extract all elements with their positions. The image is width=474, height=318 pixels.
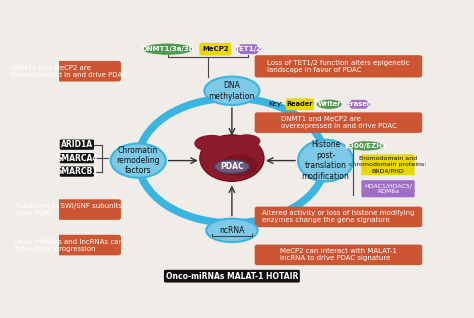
FancyBboxPatch shape bbox=[255, 207, 422, 227]
Text: DNMT1 and MeCP2 are
overexpressed in and drive PDAC: DNMT1 and MeCP2 are overexpressed in and… bbox=[281, 116, 396, 129]
FancyBboxPatch shape bbox=[255, 55, 422, 78]
Ellipse shape bbox=[200, 135, 264, 181]
FancyBboxPatch shape bbox=[255, 112, 422, 133]
Polygon shape bbox=[346, 100, 371, 109]
Text: SMARCB1: SMARCB1 bbox=[56, 167, 98, 176]
Ellipse shape bbox=[298, 140, 353, 181]
Text: ARID1A: ARID1A bbox=[61, 140, 93, 149]
Text: DNMT1/3a/3b: DNMT1/3a/3b bbox=[141, 46, 194, 52]
Text: p300/EZH2: p300/EZH2 bbox=[345, 143, 387, 149]
FancyBboxPatch shape bbox=[164, 270, 300, 282]
FancyBboxPatch shape bbox=[200, 43, 231, 56]
Text: Onco-miRNAs and lncRNAs can
drive PDAC progression: Onco-miRNAs and lncRNAs can drive PDAC p… bbox=[14, 238, 123, 252]
FancyBboxPatch shape bbox=[60, 140, 94, 150]
Text: ncRNA: ncRNA bbox=[219, 226, 245, 235]
Text: Chromatin
remodeling
factors: Chromatin remodeling factors bbox=[117, 146, 160, 176]
FancyBboxPatch shape bbox=[60, 166, 94, 177]
FancyBboxPatch shape bbox=[361, 154, 415, 175]
Text: Altered activity or loss of histone modifying
enzymes change the gene signature: Altered activity or loss of histone modi… bbox=[262, 211, 415, 224]
Text: DNA
methylation: DNA methylation bbox=[209, 81, 255, 100]
Text: TET1/2: TET1/2 bbox=[235, 46, 262, 52]
Text: Writer: Writer bbox=[318, 101, 341, 107]
Text: Bromodomain and
chromodomain proteins:
BRD4/PHD: Bromodomain and chromodomain proteins: B… bbox=[349, 156, 427, 173]
Ellipse shape bbox=[143, 44, 192, 55]
FancyBboxPatch shape bbox=[361, 180, 415, 197]
Text: Reader: Reader bbox=[287, 101, 313, 107]
Ellipse shape bbox=[204, 77, 259, 105]
FancyBboxPatch shape bbox=[60, 153, 94, 163]
Text: SMARCA4: SMARCA4 bbox=[56, 154, 98, 162]
Ellipse shape bbox=[317, 100, 342, 109]
FancyBboxPatch shape bbox=[255, 245, 422, 265]
Text: Mutations in SWI/SNF subunits
drive PDAC: Mutations in SWI/SNF subunits drive PDAC bbox=[15, 203, 122, 216]
Ellipse shape bbox=[348, 141, 383, 150]
Ellipse shape bbox=[206, 218, 258, 242]
Text: Loss of TET1/2 function alters epigenetic
landscape in favor of PDAC: Loss of TET1/2 function alters epigeneti… bbox=[267, 60, 410, 73]
Polygon shape bbox=[236, 44, 261, 54]
Text: Onco-miRNAs MALAT-1 HOTAIR: Onco-miRNAs MALAT-1 HOTAIR bbox=[166, 272, 298, 281]
Text: Key:: Key: bbox=[269, 101, 284, 107]
Text: DNMT1 and MeCP2 are
overexpressed in and drive PDAC: DNMT1 and MeCP2 are overexpressed in and… bbox=[10, 65, 126, 78]
FancyBboxPatch shape bbox=[16, 61, 121, 81]
Ellipse shape bbox=[111, 143, 166, 178]
Text: PDAC: PDAC bbox=[220, 162, 244, 171]
Ellipse shape bbox=[214, 160, 249, 173]
Text: HDAC1/HDAC5/
KDM6a: HDAC1/HDAC5/ KDM6a bbox=[364, 183, 412, 194]
FancyBboxPatch shape bbox=[16, 199, 121, 220]
Ellipse shape bbox=[194, 135, 229, 152]
FancyBboxPatch shape bbox=[16, 235, 121, 255]
Ellipse shape bbox=[221, 155, 258, 176]
Text: MeCP2: MeCP2 bbox=[202, 46, 228, 52]
Text: MeCP2 can interact with MALAT-1
lncRNA to drive PDAC signature: MeCP2 can interact with MALAT-1 lncRNA t… bbox=[280, 248, 397, 261]
Text: Histone
post-
translation
modification: Histone post- translation modification bbox=[301, 141, 349, 181]
Text: Eraser: Eraser bbox=[346, 101, 371, 107]
FancyBboxPatch shape bbox=[286, 98, 314, 110]
Ellipse shape bbox=[233, 134, 260, 148]
